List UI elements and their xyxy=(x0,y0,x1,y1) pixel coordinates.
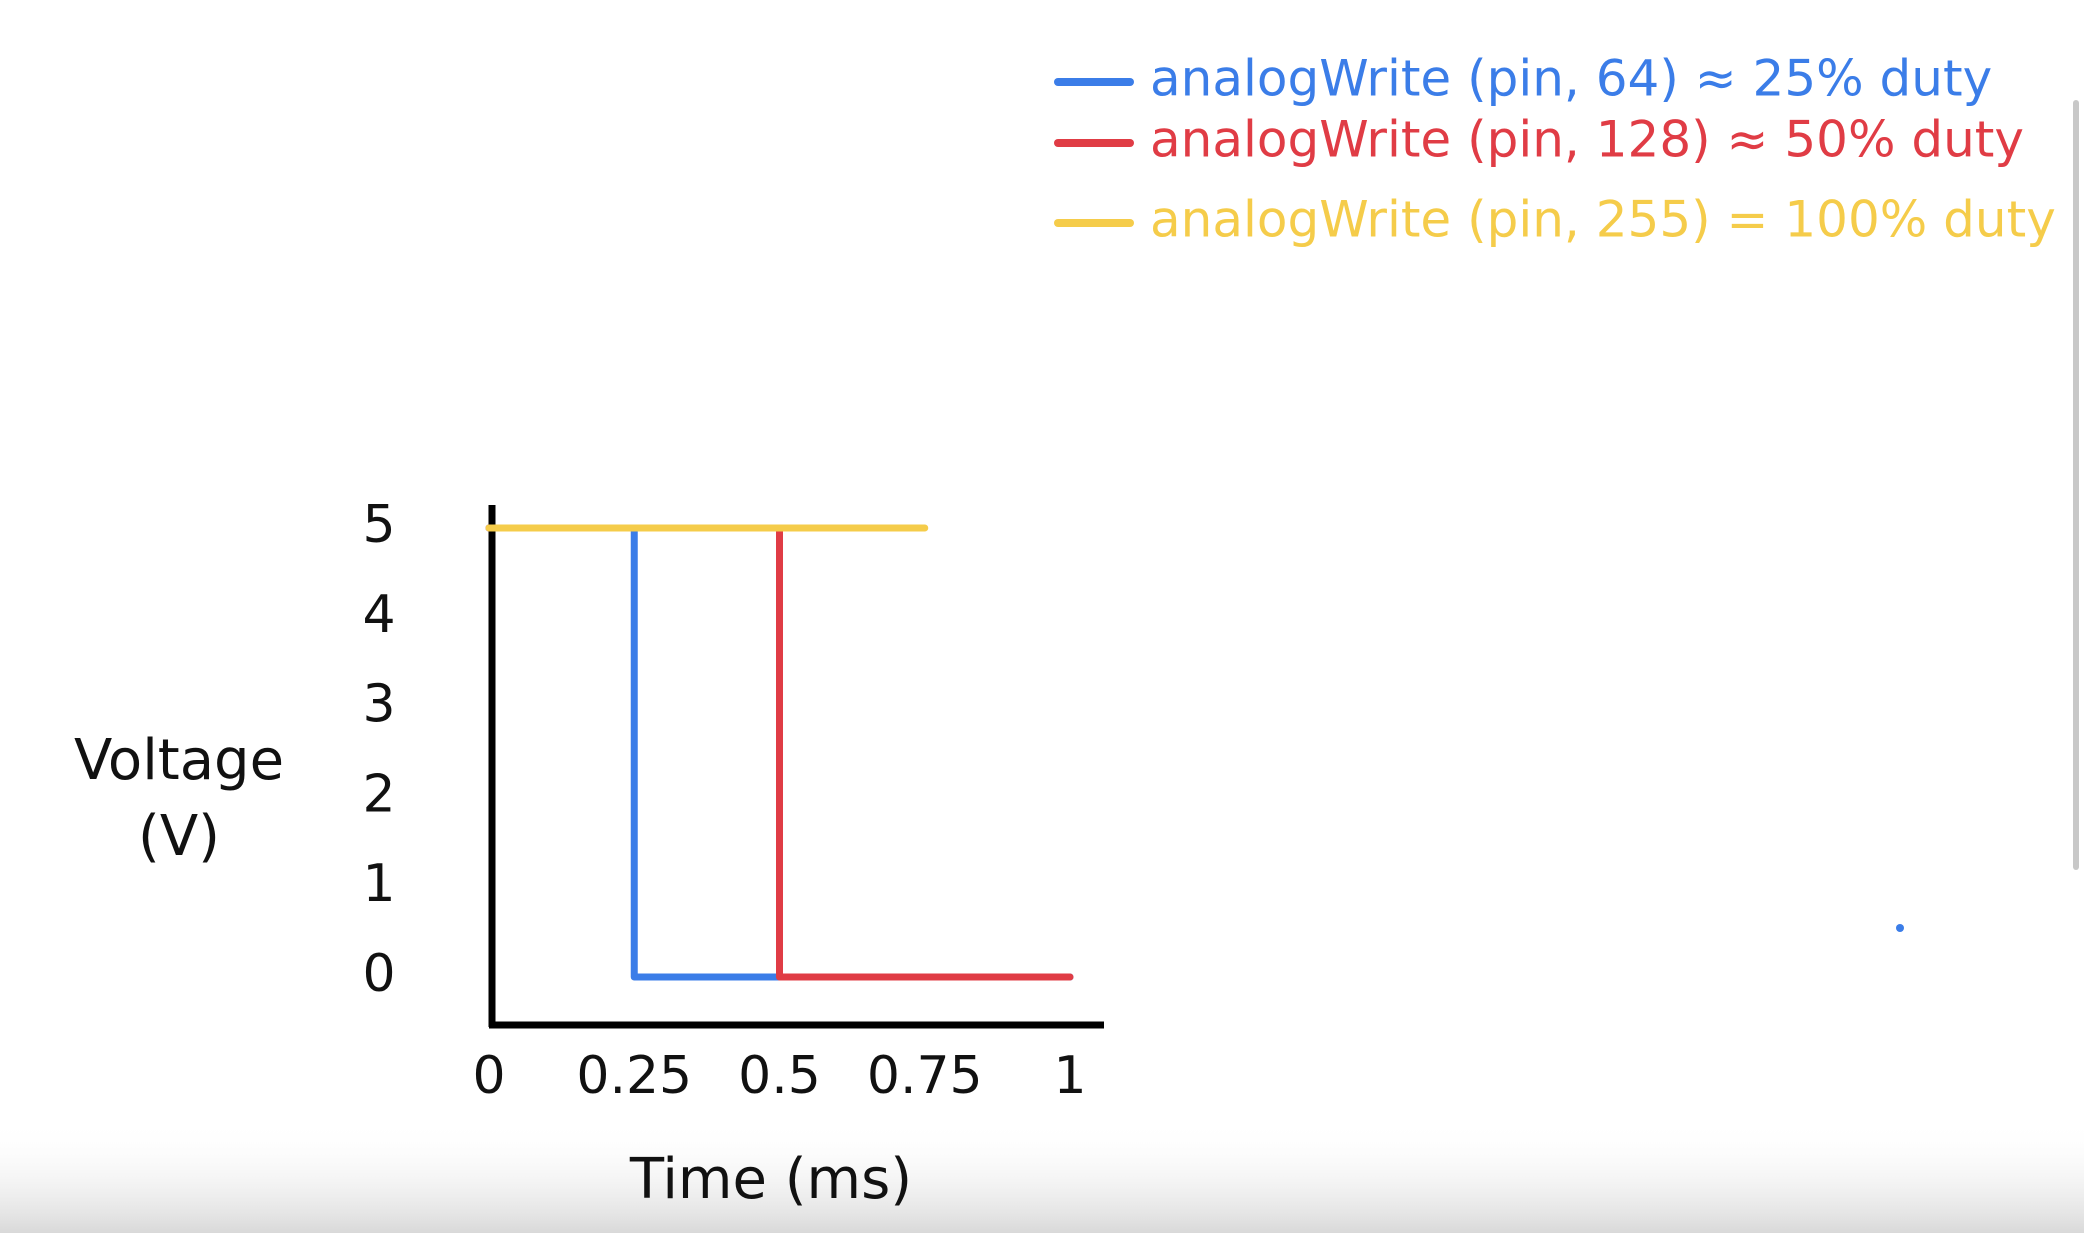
y-tick-label: 2 xyxy=(362,764,395,824)
y-tick-label: 4 xyxy=(362,585,395,645)
x-tick-label: 0.25 xyxy=(576,1046,692,1106)
x-tick-label: 0.75 xyxy=(867,1046,983,1106)
x-tick-label: 0 xyxy=(472,1046,505,1106)
legend-label: analogWrite (pin, 128) ≈ 50% duty xyxy=(1150,111,2024,169)
x-tick-label: 1 xyxy=(1053,1046,1086,1106)
series-line xyxy=(485,524,1074,981)
y-tick-label: 5 xyxy=(362,495,395,555)
x-axis-title: Time (ms) xyxy=(629,1147,912,1212)
x-tick-label: 0.5 xyxy=(738,1046,821,1106)
stray-dot xyxy=(1896,924,1904,932)
bottom-shade xyxy=(0,1120,2084,1233)
scrollbar[interactable] xyxy=(2073,100,2079,870)
y-tick-label: 0 xyxy=(362,944,395,1004)
y-tick-label: 1 xyxy=(362,854,395,914)
y-tick-label: 3 xyxy=(362,675,395,735)
y-axis-title: (V) xyxy=(138,804,220,869)
legend-label: analogWrite (pin, 64) ≈ 25% duty xyxy=(1150,50,1992,108)
legend-label: analogWrite (pin, 255) = 100% duty xyxy=(1150,191,2056,249)
y-axis-title: Voltage xyxy=(74,728,284,793)
